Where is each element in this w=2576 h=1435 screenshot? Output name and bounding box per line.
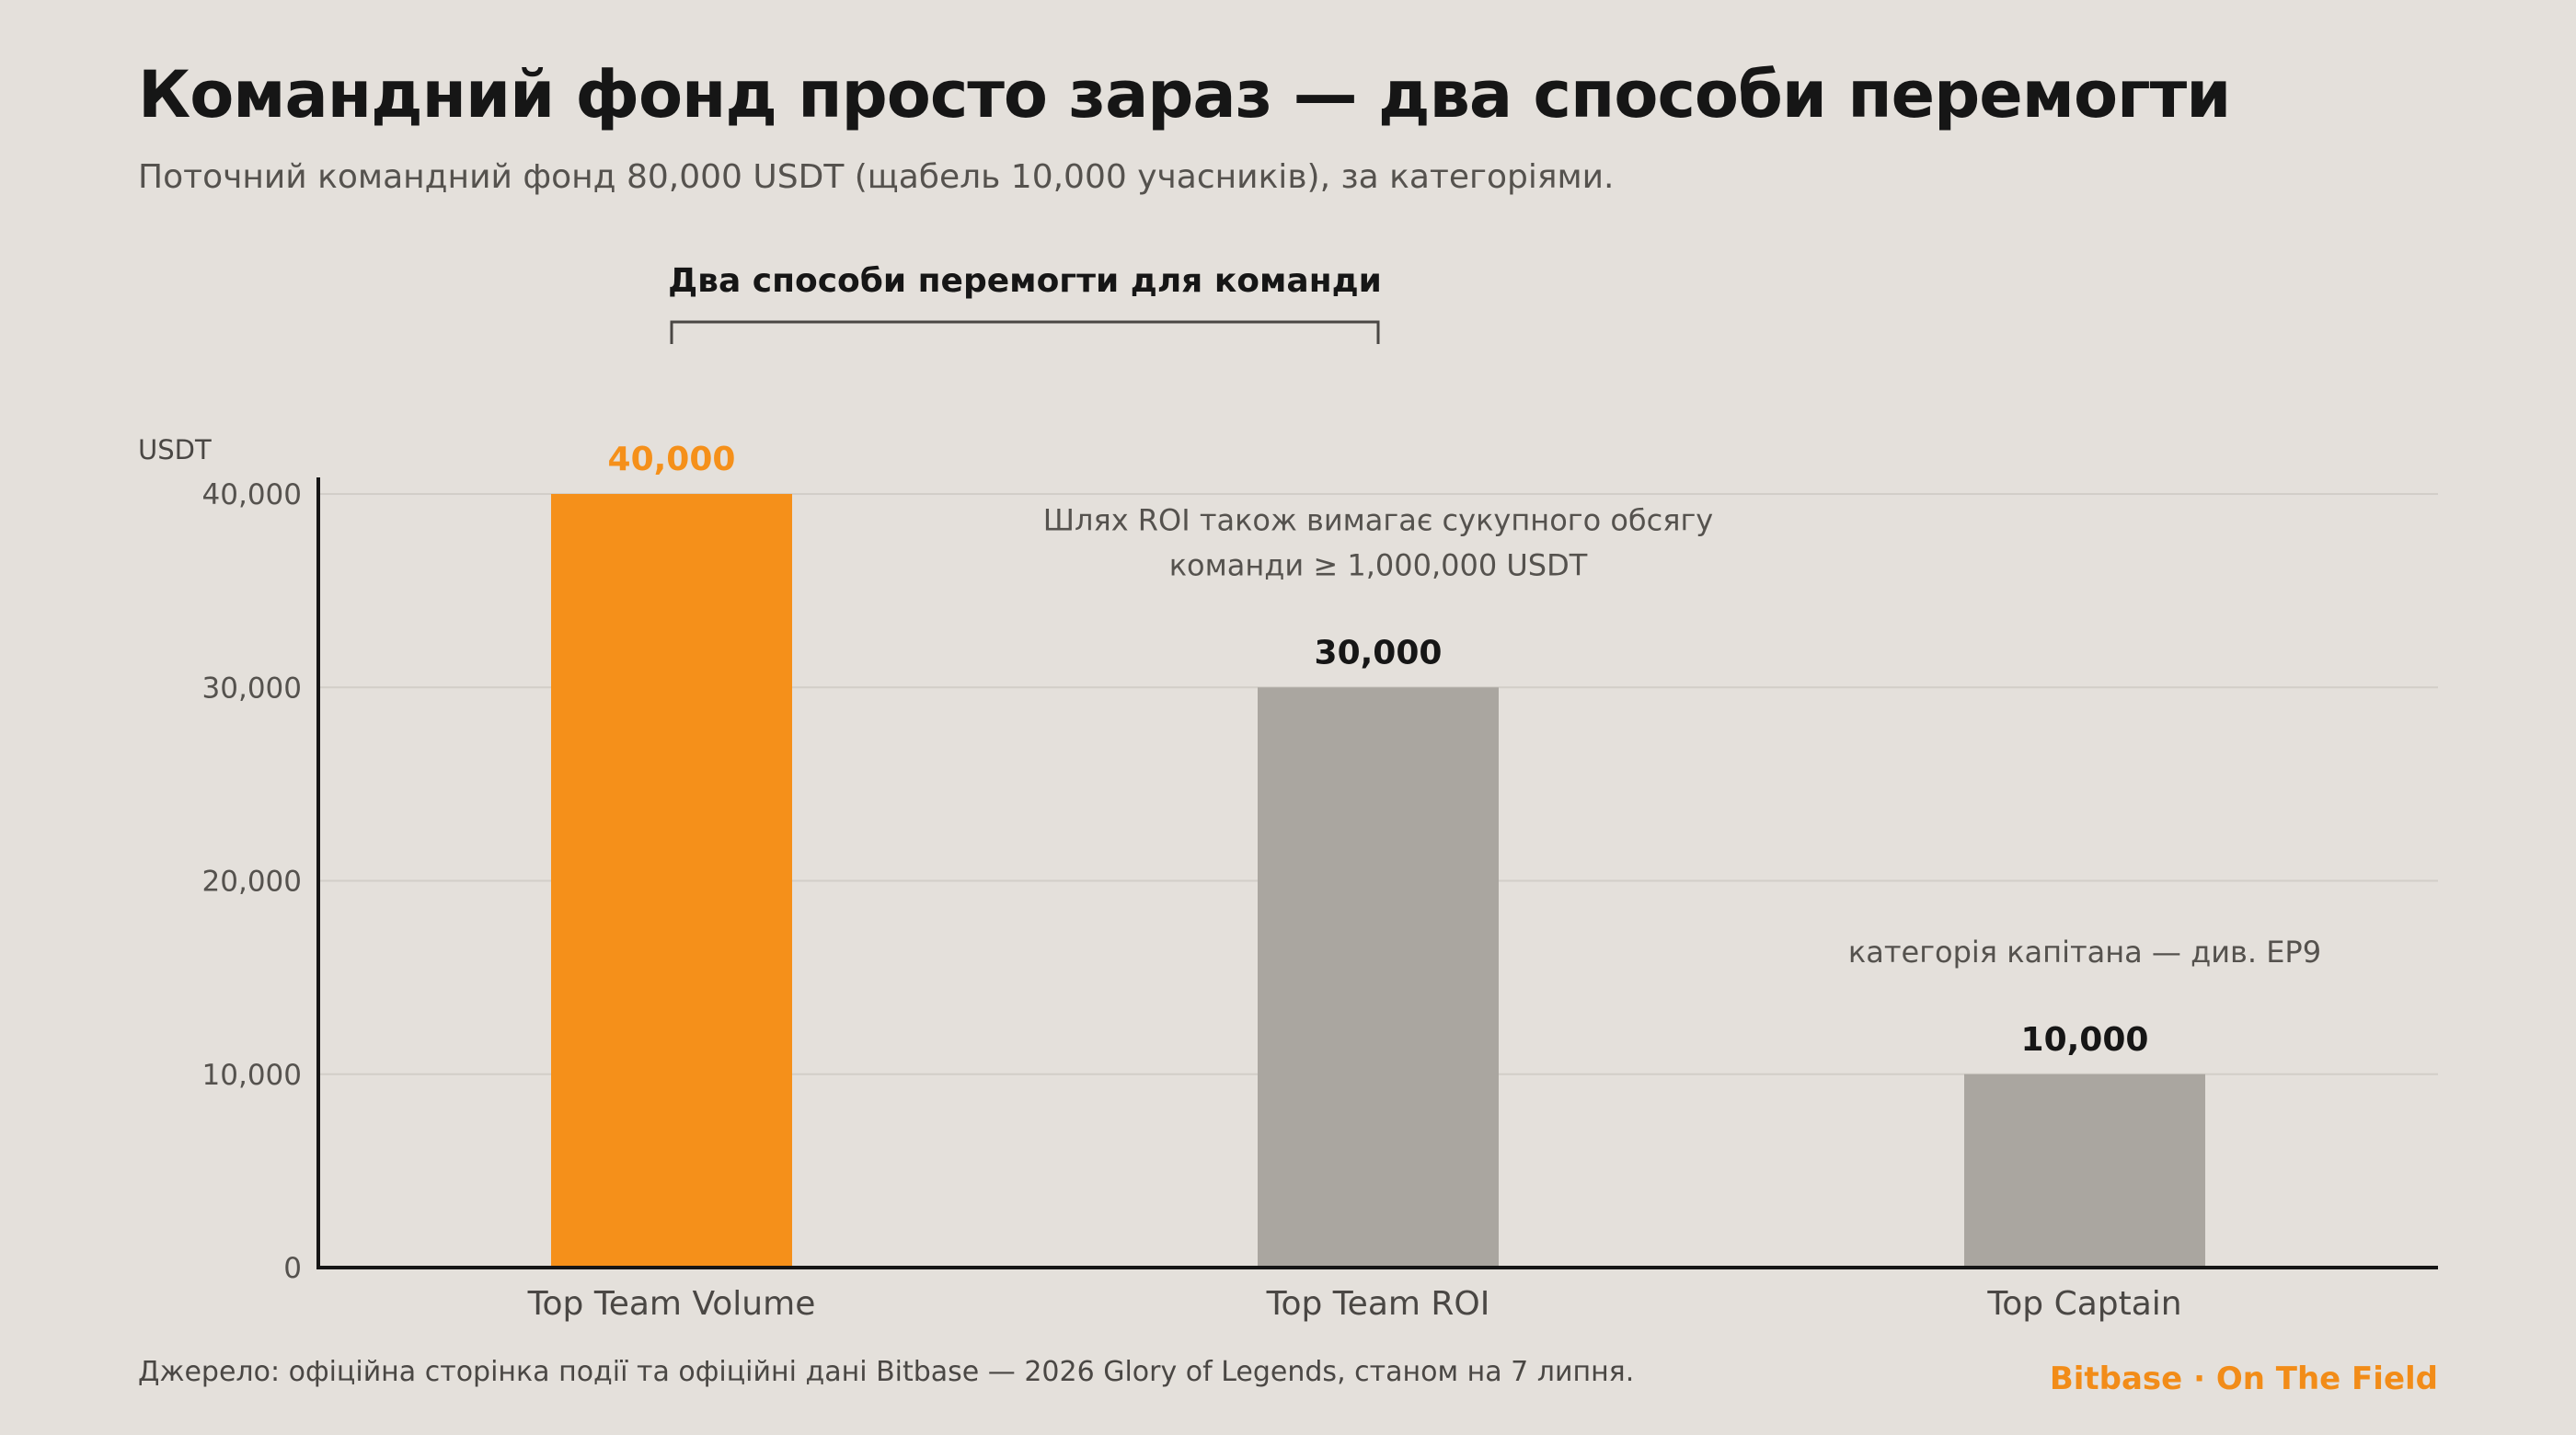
annotation-note: Шлях ROI також вимагає сукупного обсягу	[1043, 502, 1713, 537]
bar	[1258, 687, 1499, 1268]
page-subtitle: Поточний командний фонд 80,000 USDT (щаб…	[138, 158, 1615, 196]
x-category-label: Top Captain	[1986, 1285, 2181, 1323]
annotation-note: категорія капітана — див. EP9	[1848, 935, 2321, 970]
y-tick-label: 20,000	[202, 866, 302, 899]
bracket-line	[670, 320, 1380, 344]
x-category-label: Top Team ROI	[1266, 1285, 1490, 1323]
y-axis-unit-label: USDT	[138, 434, 212, 465]
y-tick-label: 0	[283, 1252, 302, 1285]
bar-value-label: 40,000	[608, 441, 736, 478]
source-note: Джерело: офіційна сторінка події та офіц…	[138, 1356, 1635, 1388]
y-tick-label: 30,000	[202, 672, 302, 705]
y-tick-label: 40,000	[202, 478, 302, 511]
brand-logo-text: Bitbase · On The Field	[2049, 1360, 2438, 1397]
bar	[1964, 1073, 2205, 1268]
bar-value-label: 10,000	[2021, 1021, 2149, 1059]
y-tick-label: 10,000	[202, 1059, 302, 1092]
x-category-label: Top Team Volume	[527, 1285, 816, 1323]
bracket-label: Два способи перемогти для команди	[668, 262, 1382, 300]
annotation-note: команди ≥ 1,000,000 USDT	[1169, 547, 1588, 582]
bar-value-label: 30,000	[1315, 634, 1443, 672]
page-title: Командний фонд просто зараз — два способ…	[138, 57, 2231, 132]
bar	[551, 494, 792, 1268]
